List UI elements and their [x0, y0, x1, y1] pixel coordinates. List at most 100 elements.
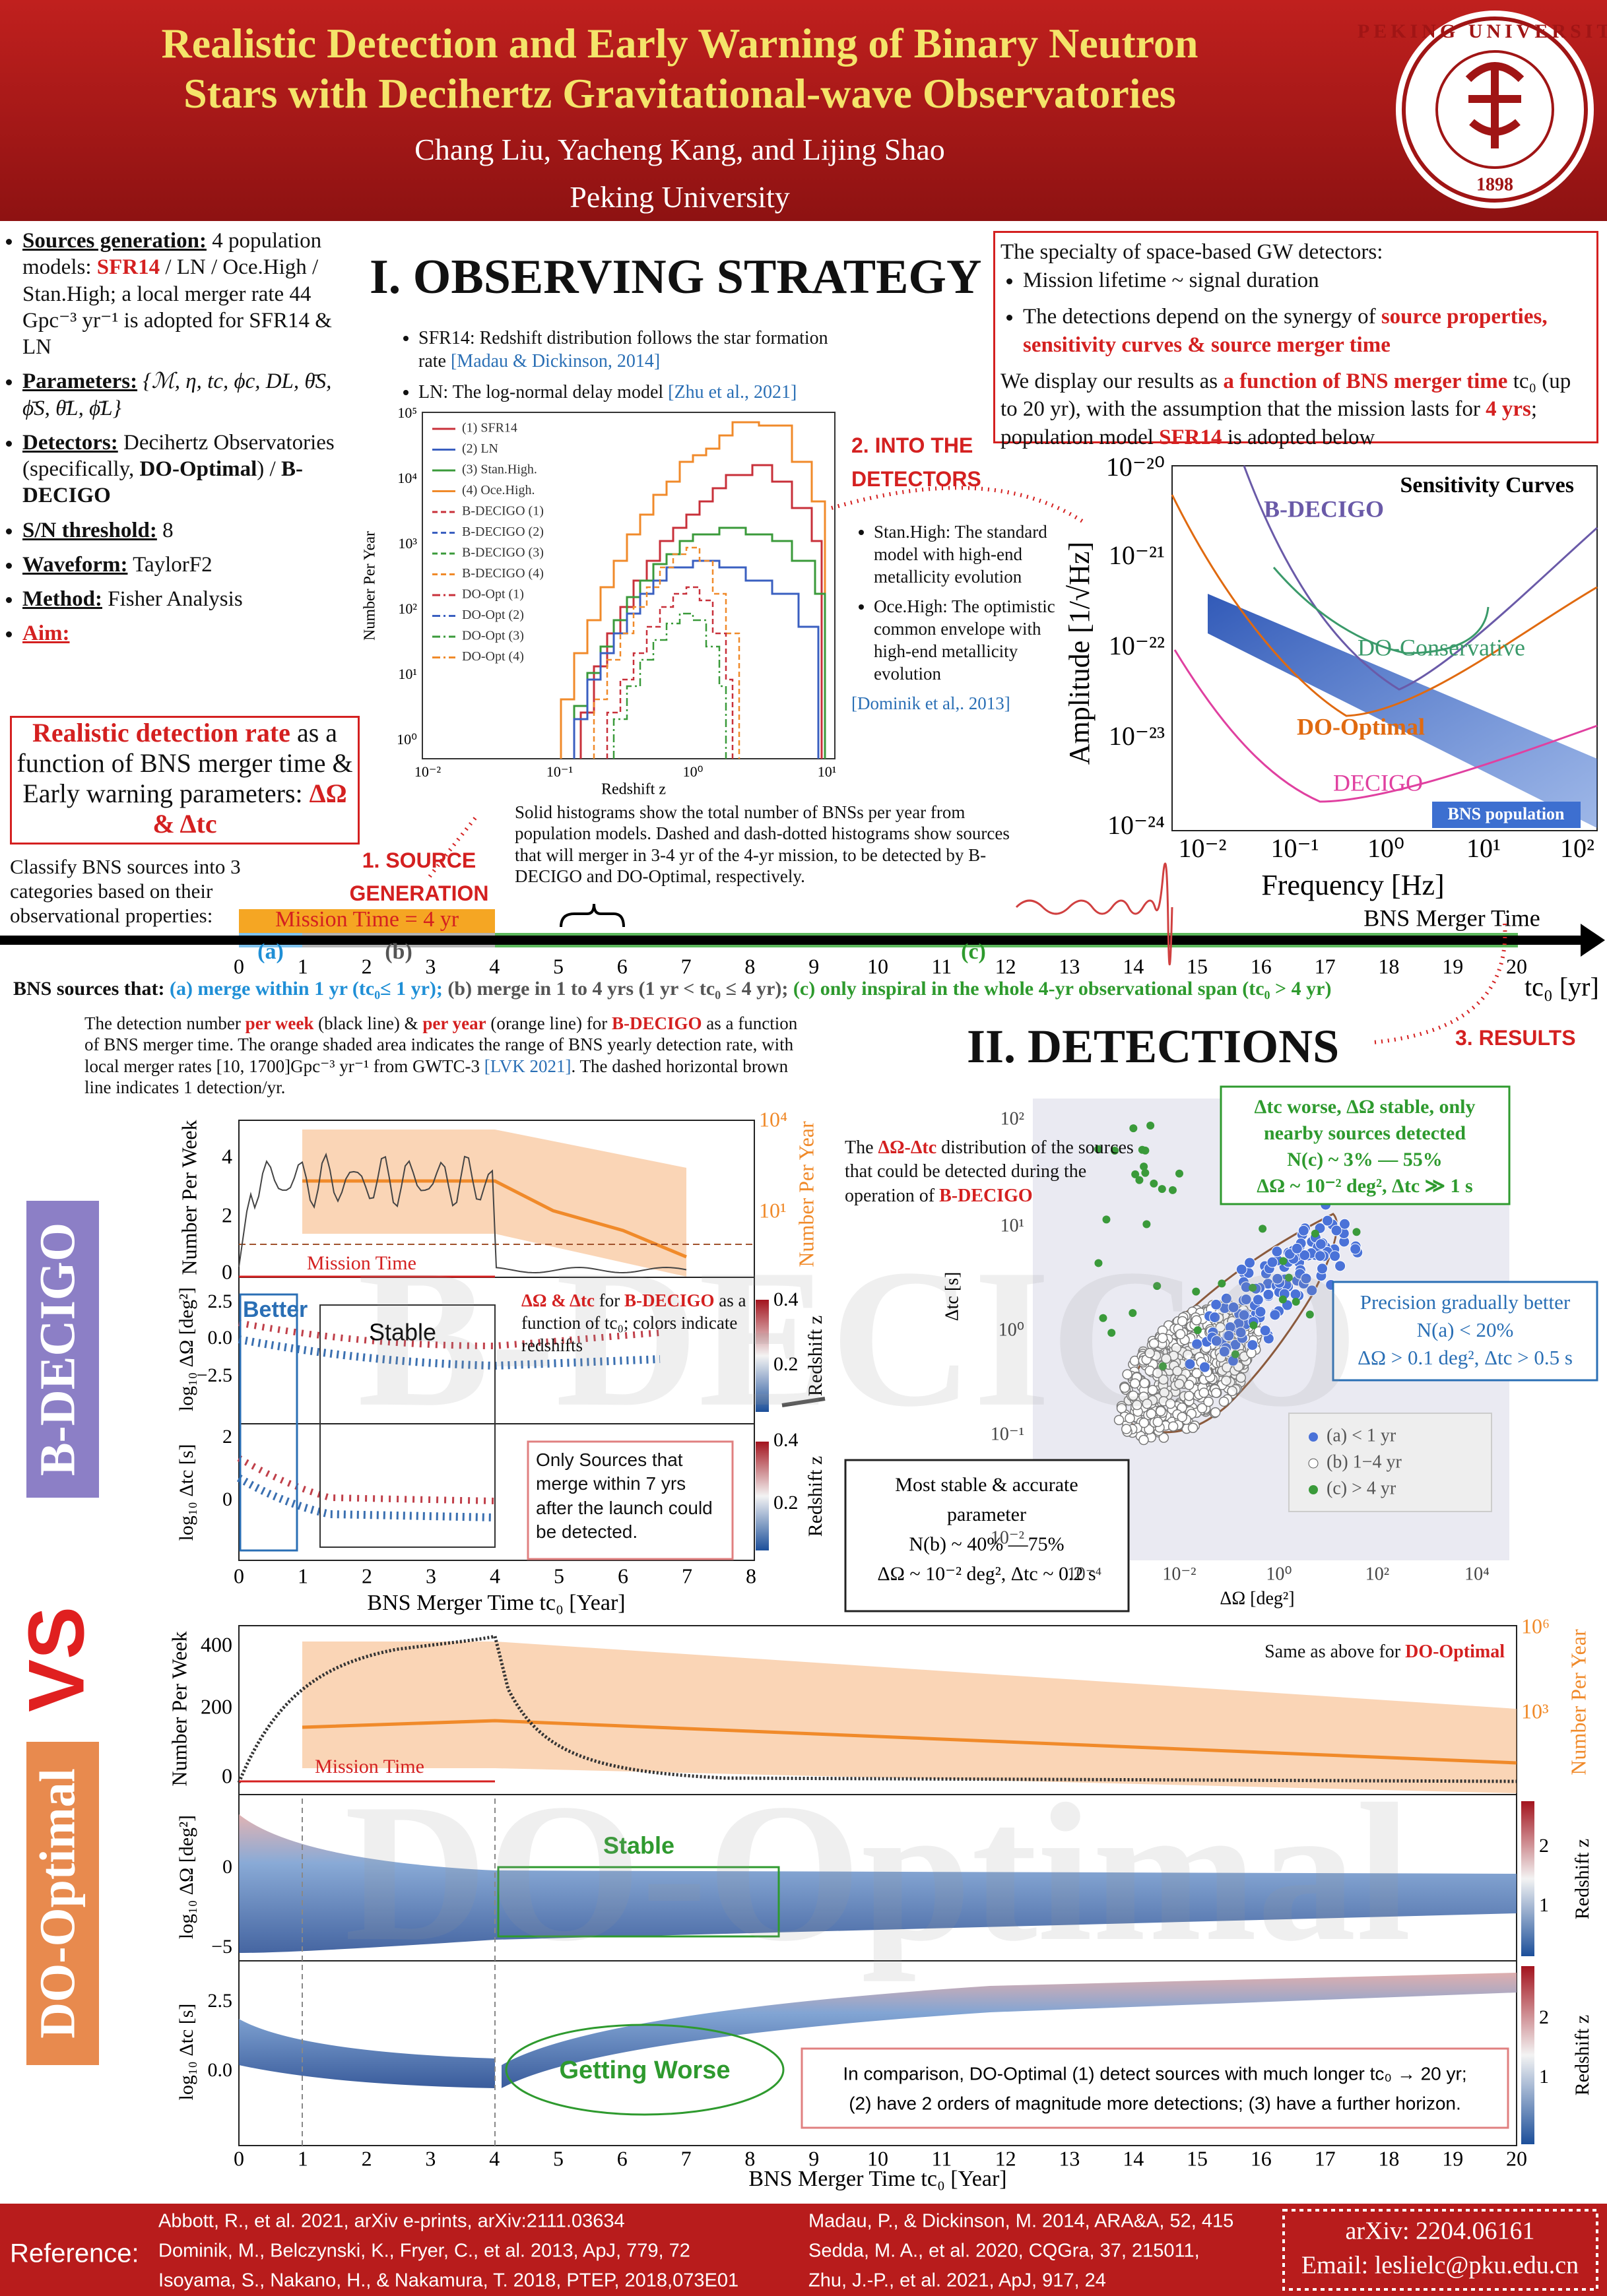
point	[1175, 1329, 1186, 1339]
label: 1	[298, 1564, 308, 1587]
point	[1142, 1220, 1151, 1228]
label: 2	[362, 2146, 372, 2170]
label: 10	[867, 2146, 888, 2170]
label: 10⁻²⁴	[1107, 810, 1165, 840]
label: Mission Time = 4 yr	[275, 907, 459, 932]
label: 15	[1187, 954, 1208, 978]
point	[1300, 1273, 1312, 1285]
label: log₁₀ Δtc [s]	[176, 2004, 197, 2101]
point	[1153, 1282, 1162, 1291]
label: 1898	[1476, 174, 1513, 195]
point	[1352, 1228, 1361, 1236]
label: 0.0	[208, 1327, 233, 1349]
point	[1284, 1273, 1293, 1282]
chirp	[1015, 862, 1173, 966]
text-run: SFR14	[1159, 426, 1222, 450]
label: 6	[618, 1564, 628, 1587]
label: Δtc [s]	[942, 1272, 962, 1322]
point	[1191, 1315, 1202, 1325]
label: (a) < 1 yr	[1327, 1425, 1396, 1446]
text-run: LN: The log-normal delay model	[418, 382, 669, 402]
legend-dot	[1309, 1432, 1318, 1442]
label: 10⁰	[1266, 1564, 1292, 1584]
label: 10⁴	[397, 470, 417, 486]
label: 0	[222, 1260, 232, 1283]
label: Mission Time	[315, 1756, 424, 1777]
label: BNS Merger Time	[1363, 905, 1540, 931]
point	[1269, 1309, 1281, 1321]
label: Frequency [Hz]	[1261, 869, 1444, 901]
point	[1192, 1287, 1200, 1296]
label: Redshift z	[1571, 2015, 1593, 2095]
point	[1177, 1412, 1187, 1422]
label: 11	[931, 954, 952, 978]
note-box	[527, 1440, 734, 1560]
label: ΔΩ ~ 10⁻² deg², Δtc ~ 0.2 s	[877, 1563, 1096, 1585]
label: Δtc worse, ΔΩ stable, only	[1255, 1096, 1476, 1118]
legend-dot	[1308, 1458, 1319, 1469]
label: 5	[553, 2146, 564, 2170]
label: 14	[1123, 954, 1144, 978]
label: 10⁶	[1521, 1614, 1550, 1638]
specialty-box: The specialty of space-based GW detector…	[993, 231, 1598, 449]
label: 7	[682, 1564, 692, 1587]
label: Number Per Year	[794, 1121, 818, 1267]
point	[1272, 1273, 1284, 1285]
text-run: {ℳ, η, tc, ϕc, DL, θ̄S, ϕ̄S, θ̄L, ϕ̄L}	[22, 369, 332, 420]
point	[1152, 1417, 1164, 1427]
point	[1122, 1369, 1132, 1380]
label: 6	[617, 2146, 628, 2170]
pop-list: Stan.High: The standard model with high-…	[851, 521, 1056, 685]
label: DO-Conservative	[1358, 634, 1525, 660]
point	[1210, 1298, 1222, 1310]
text-run: B-DECIGO	[939, 1185, 1033, 1206]
dashed-guide	[302, 1799, 496, 2146]
label: 3	[426, 1564, 436, 1587]
brace	[560, 903, 625, 928]
green-box	[1220, 1085, 1511, 1205]
specialty-list: Mission lifetime ~ signal duration The de…	[1000, 267, 1591, 360]
text-run: a function of BNS merger time	[1223, 369, 1508, 393]
label: Redshift z	[1571, 1839, 1593, 1919]
point	[1174, 1378, 1185, 1389]
label: Email: leslielc@pku.edu.cn	[1301, 2252, 1579, 2280]
text-run: We display our results as	[1000, 369, 1224, 393]
point	[1299, 1249, 1311, 1261]
label: 19	[1442, 954, 1463, 978]
point	[1125, 1413, 1135, 1424]
point	[1129, 1309, 1137, 1318]
hist-frame	[422, 412, 836, 759]
label: 10⁴	[759, 1107, 787, 1131]
label: BNS population	[1447, 804, 1565, 823]
text-run: per year	[422, 1013, 486, 1033]
arxiv-box	[1282, 2209, 1598, 2291]
text-run: tc₀ (up to 20 yr), with the assumption t…	[1000, 369, 1571, 422]
label: 16	[1251, 954, 1272, 978]
label: 0	[222, 1856, 232, 1878]
label: 10⁻²²	[1109, 631, 1165, 660]
scatter-intro: The ΔΩ-Δtc distribution of the sources t…	[845, 1136, 1148, 1208]
point	[1165, 1398, 1176, 1409]
point	[1305, 1310, 1314, 1319]
worse-ellipse	[505, 2024, 785, 2116]
label: DO-Opt (3)	[462, 629, 524, 643]
label: 2	[362, 954, 372, 978]
text-run: TaylorF2	[127, 552, 213, 577]
specialty-body: We display our results as a function of …	[1000, 367, 1591, 453]
point	[1107, 1329, 1116, 1337]
point	[1252, 1294, 1264, 1306]
list-item: Method: Fisher Analysis	[22, 586, 363, 612]
point	[1228, 1302, 1239, 1314]
label: 9	[808, 954, 819, 978]
label: (2) LN	[462, 441, 498, 456]
list-item: Waveform: TaylorF2	[22, 552, 363, 578]
label: 1	[298, 954, 308, 978]
point	[1156, 1406, 1166, 1417]
text-run: . The dashed horizontal brown line indic…	[84, 1056, 789, 1098]
label: Number Per Year	[362, 531, 379, 641]
point	[1147, 1385, 1158, 1395]
sg-line: 1. SOURCE	[362, 848, 476, 872]
point	[1099, 1314, 1107, 1322]
point	[1231, 1350, 1239, 1358]
label: (b)	[385, 940, 412, 964]
